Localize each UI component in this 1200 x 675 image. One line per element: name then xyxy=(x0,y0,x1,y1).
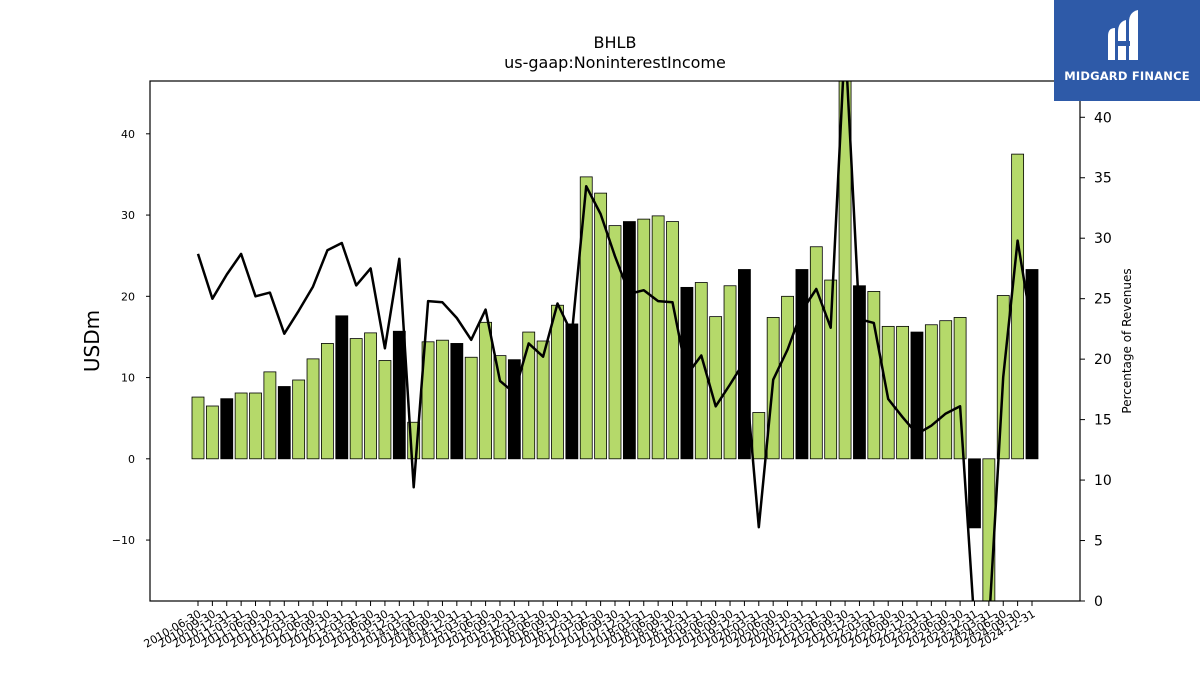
bar-2016-09-30 xyxy=(551,304,564,460)
brand-logo: MIDGARD FINANCE xyxy=(1054,0,1200,101)
y2-tick-label: 0 xyxy=(1094,594,1103,610)
percentage-line-group xyxy=(196,81,1034,601)
bar-2010-09-30 xyxy=(205,405,219,460)
bar-2023-06-30 xyxy=(939,320,953,460)
y-tick-label: 0 xyxy=(128,453,135,466)
bar-2011-06-30 xyxy=(249,392,262,460)
bar-2012-12-31 xyxy=(335,315,349,460)
bar-2018-09-30 xyxy=(666,221,679,460)
y-axis-label: USDm xyxy=(80,310,104,372)
bar-2022-09-30 xyxy=(896,325,909,460)
brand-name: MIDGARD FINANCE xyxy=(1064,69,1190,83)
bar-2013-12-31 xyxy=(392,330,406,460)
y-tick-label: 30 xyxy=(121,209,135,222)
bar-2023-12-31 xyxy=(968,458,981,529)
bar-2023-03-31 xyxy=(924,324,938,460)
bar-2023-09-30 xyxy=(953,317,967,460)
y-tick-label: 10 xyxy=(121,372,135,385)
chart-title: BHLB xyxy=(594,33,637,52)
bar-2017-12-31 xyxy=(622,221,636,460)
bar-2012-09-30 xyxy=(321,343,334,460)
bar-2015-06-30 xyxy=(479,321,492,460)
bar-2022-03-31 xyxy=(867,291,881,460)
bar-2012-06-30 xyxy=(306,358,320,460)
bar-2014-06-30 xyxy=(421,341,435,460)
bar-2013-09-30 xyxy=(378,360,392,460)
y2-axis-label: Percentage of Revenues xyxy=(1120,268,1134,413)
y2-tick-label: 35 xyxy=(1094,171,1112,187)
bar-2011-09-30 xyxy=(263,371,277,460)
bars-group xyxy=(191,81,1039,601)
bar-2010-12-31 xyxy=(220,398,234,460)
bar-2018-06-30 xyxy=(651,215,665,460)
bar-2018-03-31 xyxy=(637,218,651,460)
bar-2020-12-31 xyxy=(795,269,809,460)
bar-2017-03-31 xyxy=(579,176,593,460)
y2-tick-label: 5 xyxy=(1094,534,1103,550)
bar-2016-12-31 xyxy=(565,323,579,460)
bar-2016-03-31 xyxy=(522,331,536,460)
y-tick-label: 40 xyxy=(121,128,135,141)
y2-tick-label: 40 xyxy=(1094,110,1112,126)
bar-2013-03-31 xyxy=(349,338,363,460)
bar-2013-06-30 xyxy=(364,332,377,460)
bar-2016-06-30 xyxy=(536,340,550,460)
y-tick-label: 20 xyxy=(121,290,135,303)
bar-2014-09-30 xyxy=(436,339,449,460)
y2-tick-label: 30 xyxy=(1094,231,1112,247)
bar-2011-12-31 xyxy=(277,386,291,460)
y2-tick-label: 20 xyxy=(1094,352,1112,368)
bar-2017-09-30 xyxy=(608,225,622,460)
chart-subtitle: us-gaap:NoninterestIncome xyxy=(504,53,726,72)
percentage-of-revenues-line xyxy=(196,81,1034,601)
bar-2014-12-31 xyxy=(450,343,464,460)
bar-2015-09-30 xyxy=(493,355,507,460)
bar-2012-03-31 xyxy=(292,379,306,460)
y-tick-label: −10 xyxy=(112,534,135,547)
bar-2024-09-30 xyxy=(1011,153,1025,460)
y2-tick-label: 10 xyxy=(1094,473,1112,489)
bar-2019-03-31 xyxy=(694,282,708,460)
bar-2021-09-30 xyxy=(838,81,852,460)
bar-2019-09-30 xyxy=(723,285,737,460)
bar-2021-03-31 xyxy=(809,246,823,460)
y2-tick-label: 25 xyxy=(1094,292,1112,308)
bar-2017-06-30 xyxy=(594,192,608,460)
logo-mark-icon xyxy=(1108,10,1138,60)
bar-2011-03-31 xyxy=(234,392,248,460)
bar-2015-03-31 xyxy=(464,356,478,460)
bar-2022-12-31 xyxy=(910,331,924,460)
bar-2020-03-31 xyxy=(752,412,766,460)
bar-2020-09-30 xyxy=(781,295,794,460)
bar-2010-06-30 xyxy=(191,396,205,460)
y2-tick-label: 15 xyxy=(1094,413,1112,429)
bar-2021-12-31 xyxy=(853,285,866,460)
axes-group: −1001020304005101520253035402010-06-3020… xyxy=(112,80,1112,651)
bar-2021-06-30 xyxy=(824,279,838,460)
